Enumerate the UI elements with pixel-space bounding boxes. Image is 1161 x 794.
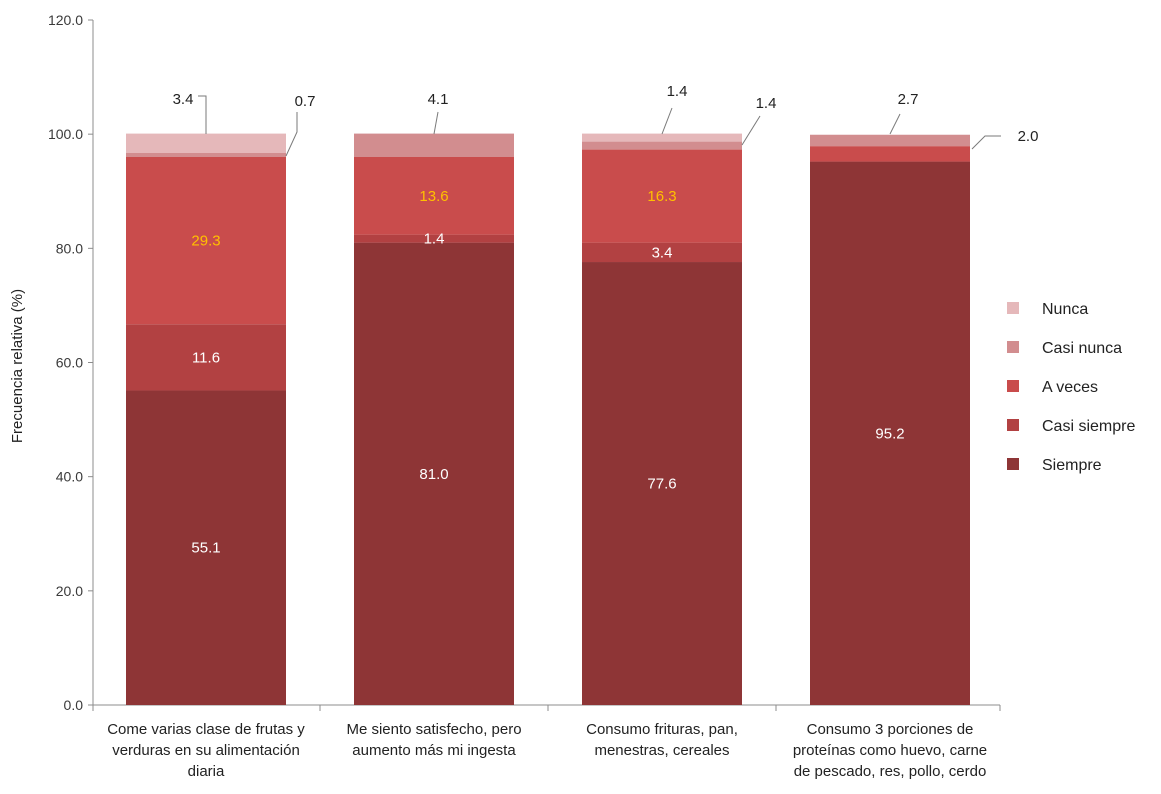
bar-segment-casi-nunca <box>582 141 742 150</box>
legend-swatch <box>1007 302 1019 314</box>
y-tick-label: 0.0 <box>64 697 84 713</box>
segment-value-label: 29.3 <box>191 233 220 250</box>
bar-segment-casi-nunca <box>354 133 514 157</box>
bar-segment-casi-siempre <box>126 324 286 391</box>
callout-value-label: 1.4 <box>667 83 688 100</box>
bar-segment-a-veces <box>126 157 286 325</box>
y-tick-label: 20.0 <box>56 583 83 599</box>
y-tick-label: 80.0 <box>56 240 83 256</box>
bar-segment-casi-nunca <box>810 134 970 147</box>
segment-value-label: 3.4 <box>652 244 673 261</box>
x-category-label: Me siento satisfecho, pero aumento más mi… <box>346 721 521 759</box>
segment-value-label: 11.6 <box>192 349 220 366</box>
callout-leader-line <box>741 115 761 146</box>
legend-swatch <box>1007 380 1019 392</box>
segment-value-label: 81.0 <box>419 466 448 483</box>
legend-label: Nunca <box>1042 301 1088 318</box>
x-category-label: Consumo 3 porciones de proteínas como hue… <box>793 721 987 780</box>
legend-swatch <box>1007 419 1019 431</box>
legend-label: Casi nunca <box>1042 340 1122 357</box>
legend-label: Siempre <box>1042 457 1102 474</box>
callout-value-label: 0.7 <box>295 93 316 110</box>
bar-segment-nunca <box>126 133 286 154</box>
category-labels: Come varias clase de frutas y verduras en… <box>107 721 987 780</box>
bar-segment-siempre <box>582 262 742 705</box>
bar-segment-siempre <box>126 390 286 705</box>
callout-value-label: 1.4 <box>756 95 777 112</box>
bar-segment-nunca <box>582 133 742 142</box>
segment-value-label: 1.4 <box>424 231 445 248</box>
callout-leader-line <box>971 135 1001 150</box>
segment-value-label: 55.1 <box>191 540 220 557</box>
callout-leader-line <box>198 95 207 134</box>
y-tick-label: 60.0 <box>56 355 83 371</box>
bar-segment-a-veces <box>354 157 514 235</box>
bar-segment-casi-nunca <box>126 153 286 157</box>
x-category-label: Consumo frituras, pan, menestras, cereale… <box>586 721 738 759</box>
segment-labels: 55.1 81.0 77.6 95.2 11.6 1.4 3.4 29.3 13.6 16.3 <box>191 188 904 557</box>
legend-label: Casi siempre <box>1042 418 1135 435</box>
segment-value-label: 13.6 <box>419 188 448 205</box>
bar-segment-siempre <box>810 161 970 706</box>
y-axis-label: Frecuencia relativa (%) <box>9 289 26 443</box>
segment-value-label: 16.3 <box>647 188 676 205</box>
segment-value-label: 95.2 <box>875 425 904 442</box>
bar-segment-a-veces <box>810 146 970 162</box>
callout-labels: 2.7 0.7 4.1 1.4 2.0 3.4 1.4 <box>173 83 1039 157</box>
y-tick-label: 40.0 <box>56 469 83 485</box>
y-tick-label: 100.0 <box>48 126 83 142</box>
bar-segment-a-veces <box>582 149 742 243</box>
legend-swatch <box>1007 458 1019 470</box>
callout-leader-line <box>433 111 439 135</box>
bar-segment-siempre <box>354 242 514 705</box>
callout-value-label: 3.4 <box>173 91 194 108</box>
callout-value-label: 2.0 <box>1018 128 1039 145</box>
x-category-label: Come varias clase de frutas y verduras en… <box>107 721 305 780</box>
legend: Nunca Casi nunca A veces Casi siempre Siempr… <box>1007 301 1135 474</box>
callout-leader-line <box>285 112 298 157</box>
y-tick-label: 120.0 <box>48 12 83 28</box>
callout-leader-line <box>889 113 901 135</box>
segment-value-label: 77.6 <box>647 476 676 493</box>
bars <box>126 133 970 706</box>
callout-leader-line <box>661 107 673 135</box>
legend-swatch <box>1007 341 1019 353</box>
bar-segment-casi-siempre <box>582 242 742 263</box>
callout-value-label: 4.1 <box>428 91 449 108</box>
legend-label: A veces <box>1042 379 1098 396</box>
bar-segment-casi-siempre <box>354 234 514 243</box>
callout-value-label: 2.7 <box>898 91 919 108</box>
